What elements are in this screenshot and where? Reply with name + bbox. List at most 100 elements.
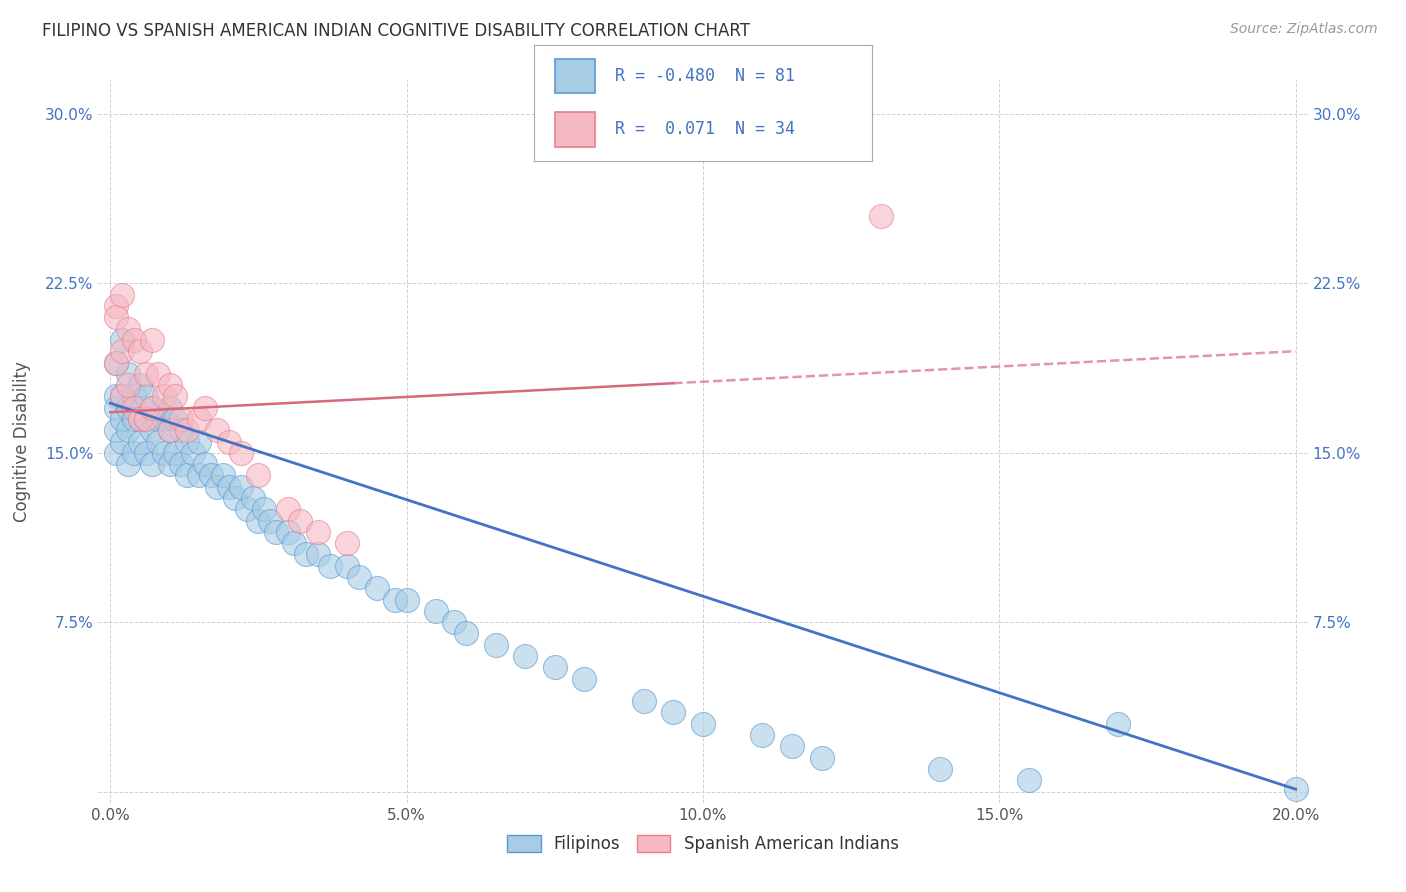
Point [229,446,252,460]
Point [176,423,198,437]
Point [869,209,891,223]
Point [205,423,228,437]
Point [229,480,252,494]
Point [159,457,181,471]
Point [425,604,447,618]
Point [253,502,276,516]
Point [484,638,506,652]
FancyBboxPatch shape [554,59,595,94]
Point [633,694,655,708]
Text: Source: ZipAtlas.com: Source: ZipAtlas.com [1230,22,1378,37]
Point [176,468,198,483]
Point [212,468,235,483]
Point [307,524,329,539]
Point [181,446,204,460]
Point [692,716,714,731]
Point [152,446,174,460]
Point [135,446,157,460]
Point [205,480,228,494]
Point [515,648,537,663]
Text: R = -0.480  N = 81: R = -0.480 N = 81 [616,67,796,85]
Point [105,423,128,437]
Point [1285,782,1308,797]
Point [176,434,198,449]
Point [165,389,187,403]
Point [247,514,270,528]
Point [117,457,139,471]
Point [218,480,240,494]
Point [780,739,803,754]
Point [129,412,152,426]
Legend: Filipinos, Spanish American Indians: Filipinos, Spanish American Indians [501,828,905,860]
Point [188,412,211,426]
Point [170,423,193,437]
Point [235,502,257,516]
Point [117,321,139,335]
Point [194,457,217,471]
Point [135,412,157,426]
Point [111,434,134,449]
Y-axis label: Cognitive Disability: Cognitive Disability [13,361,31,522]
Point [224,491,246,505]
Point [1018,773,1040,788]
Text: R =  0.071  N = 34: R = 0.071 N = 34 [616,120,796,138]
Point [141,401,163,415]
Point [129,412,152,426]
Point [188,468,211,483]
Point [277,524,299,539]
Point [135,412,157,426]
Point [159,423,181,437]
Point [146,367,169,381]
Point [454,626,477,640]
Point [141,401,163,415]
Point [218,434,240,449]
Point [105,401,128,415]
Point [574,672,596,686]
Point [111,344,134,359]
Point [111,287,134,301]
Point [117,423,139,437]
Point [751,728,773,742]
Text: FILIPINO VS SPANISH AMERICAN INDIAN COGNITIVE DISABILITY CORRELATION CHART: FILIPINO VS SPANISH AMERICAN INDIAN COGN… [42,22,751,40]
Point [141,333,163,347]
Point [105,299,128,313]
Point [1107,716,1129,731]
Point [336,536,359,550]
Point [105,446,128,460]
Point [146,412,169,426]
Point [111,333,134,347]
Point [200,468,222,483]
Point [384,592,406,607]
Point [111,389,134,403]
Point [170,412,193,426]
Point [159,378,181,392]
Point [318,558,340,573]
Point [336,558,359,573]
Point [194,401,217,415]
Point [122,389,145,403]
Point [159,423,181,437]
Point [544,660,567,674]
Point [146,434,169,449]
Point [395,592,418,607]
Point [141,423,163,437]
Point [188,434,211,449]
Point [135,367,157,381]
Point [141,457,163,471]
Point [105,355,128,369]
Point [105,355,128,369]
Point [259,514,281,528]
Point [283,536,305,550]
Point [117,401,139,415]
Point [247,468,270,483]
Point [366,582,388,596]
Point [117,378,139,392]
Point [307,548,329,562]
Point [165,412,187,426]
Point [129,434,152,449]
FancyBboxPatch shape [554,112,595,146]
Point [111,389,134,403]
Point [662,706,685,720]
Point [122,412,145,426]
Point [105,389,128,403]
